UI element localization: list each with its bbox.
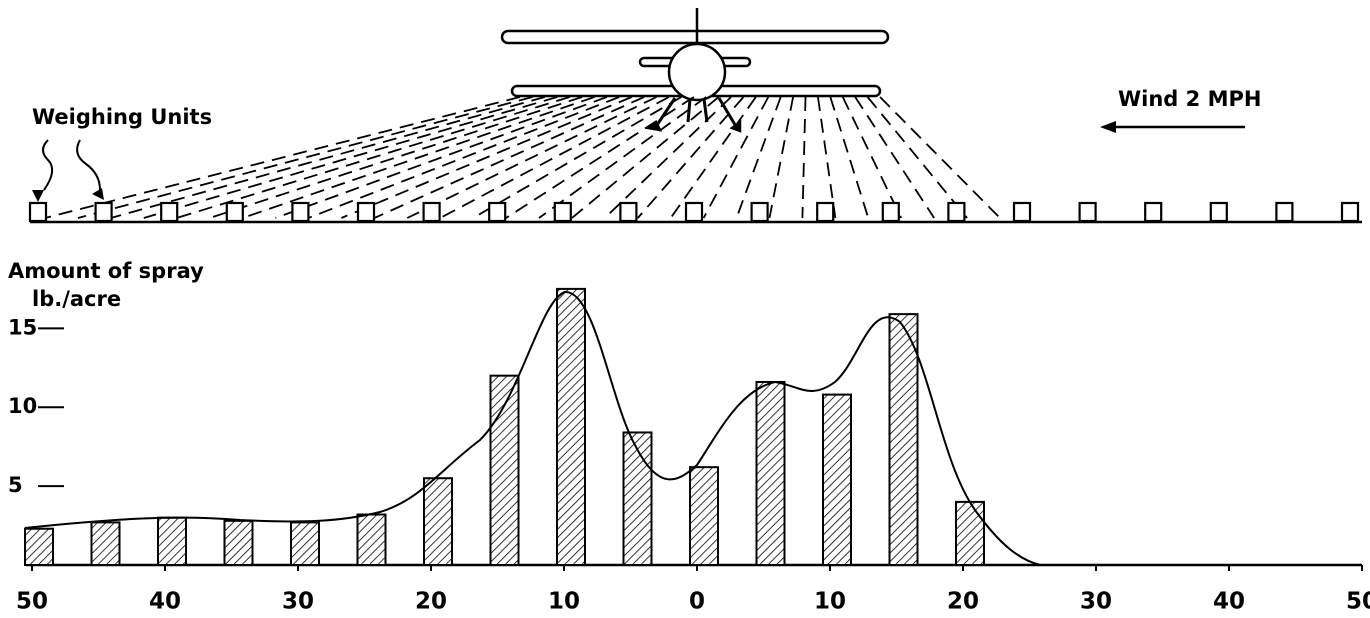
spray-line xyxy=(210,97,582,218)
weighing-unit xyxy=(1145,203,1161,221)
weighing-unit xyxy=(686,203,702,221)
bar xyxy=(557,289,585,565)
bar xyxy=(624,432,652,565)
spray-line xyxy=(843,97,901,218)
pointer xyxy=(43,140,100,190)
x-tick-label: 50 xyxy=(1346,589,1370,615)
y-tick-label: 5 xyxy=(8,473,23,497)
x-tick-label: 0 xyxy=(689,589,705,615)
spray-line xyxy=(830,97,868,218)
figure: Weighing Units Wind 2 MPH Amount of spra… xyxy=(0,0,1370,618)
spray-line xyxy=(177,97,570,218)
spray-line xyxy=(506,97,694,218)
bar xyxy=(823,395,851,565)
y-axis-label: Amount of spray xyxy=(8,259,204,283)
x-tick-label: 10 xyxy=(814,589,846,615)
x-tick-label: 30 xyxy=(1080,589,1112,615)
x-tick-label: 40 xyxy=(149,589,181,615)
bar xyxy=(890,314,918,565)
spray-line xyxy=(769,97,793,218)
weighing-unit xyxy=(817,203,833,221)
weighing-unit xyxy=(96,203,112,221)
spray-line xyxy=(539,97,706,218)
weighing-unit xyxy=(752,203,768,221)
spray-line xyxy=(855,97,934,218)
y-tick-label: 15 xyxy=(8,315,37,339)
annotation: Wind 2 MPH xyxy=(1118,87,1261,111)
weighing-unit xyxy=(1014,203,1030,221)
weighing-unit xyxy=(1276,203,1292,221)
chart: 50 40 30 20 10 0 10 20 30 40 50 5 10 15 xyxy=(8,289,1370,615)
x-tick-label: 20 xyxy=(415,589,447,615)
bar xyxy=(92,522,120,565)
weighing-unit xyxy=(424,203,440,221)
weighing-unit xyxy=(948,203,964,221)
spray-line xyxy=(880,97,1000,218)
y-axis-unit: lb./acre xyxy=(32,287,121,311)
weighing-unit xyxy=(489,203,505,221)
airplane xyxy=(502,8,888,131)
weighing-units xyxy=(30,203,1358,221)
bar xyxy=(225,521,253,565)
weighing-unit xyxy=(1211,203,1227,221)
spray-line xyxy=(802,97,805,218)
weighing-unit xyxy=(292,203,308,221)
x-tick-label: 40 xyxy=(1213,589,1245,615)
bar xyxy=(757,382,785,565)
bar xyxy=(158,518,186,565)
x-tick-label: 30 xyxy=(282,589,314,615)
weighing-unit xyxy=(161,203,177,221)
spray-line xyxy=(818,97,835,218)
bar xyxy=(358,515,386,565)
weighing-unit xyxy=(358,203,374,221)
spray-line xyxy=(868,97,967,218)
wind-arrowhead xyxy=(1100,121,1116,133)
weighing-unit xyxy=(227,203,243,221)
bar xyxy=(690,467,718,565)
bar xyxy=(291,522,319,565)
spray-line xyxy=(473,97,681,218)
weighing-unit xyxy=(883,203,899,221)
x-tick-label: 20 xyxy=(947,589,979,615)
spray-line xyxy=(638,97,744,218)
spray-line xyxy=(407,97,656,218)
bar xyxy=(25,529,53,565)
weighing-unit xyxy=(620,203,636,221)
weighing-unit xyxy=(1342,203,1358,221)
x-tick-label: 50 xyxy=(16,589,48,615)
bar xyxy=(424,478,452,565)
pointer-head xyxy=(32,188,104,202)
weighing-unit xyxy=(30,203,46,221)
x-tick-label: 10 xyxy=(548,589,580,615)
spray-line xyxy=(572,97,719,218)
bar xyxy=(956,502,984,565)
spray-line xyxy=(374,97,644,218)
spray-line xyxy=(605,97,731,218)
weighing-unit xyxy=(555,203,571,221)
spray-line xyxy=(243,97,595,218)
spray-line xyxy=(341,97,631,218)
annotation: Weighing Units xyxy=(32,105,212,129)
weighing-unit xyxy=(1080,203,1096,221)
y-tick-label: 10 xyxy=(8,394,37,418)
